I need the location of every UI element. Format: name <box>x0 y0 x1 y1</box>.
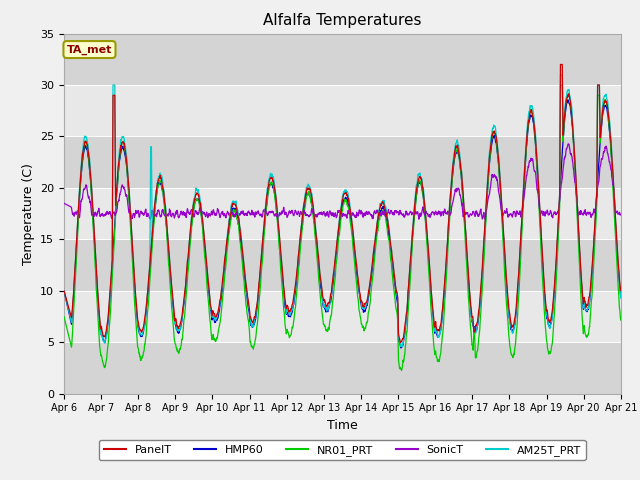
Bar <box>64 240 621 291</box>
Legend: PanelT, HMP60, NR01_PRT, SonicT, AM25T_PRT: PanelT, HMP60, NR01_PRT, SonicT, AM25T_P… <box>99 440 586 460</box>
Bar <box>64 342 621 394</box>
Bar <box>64 188 621 240</box>
Bar <box>64 85 621 136</box>
X-axis label: Time: Time <box>327 419 358 432</box>
Title: Alfalfa Temperatures: Alfalfa Temperatures <box>263 13 422 28</box>
Bar <box>64 34 621 85</box>
Bar <box>64 291 621 342</box>
Bar <box>64 136 621 188</box>
Text: TA_met: TA_met <box>67 44 112 55</box>
Y-axis label: Temperature (C): Temperature (C) <box>22 163 35 264</box>
